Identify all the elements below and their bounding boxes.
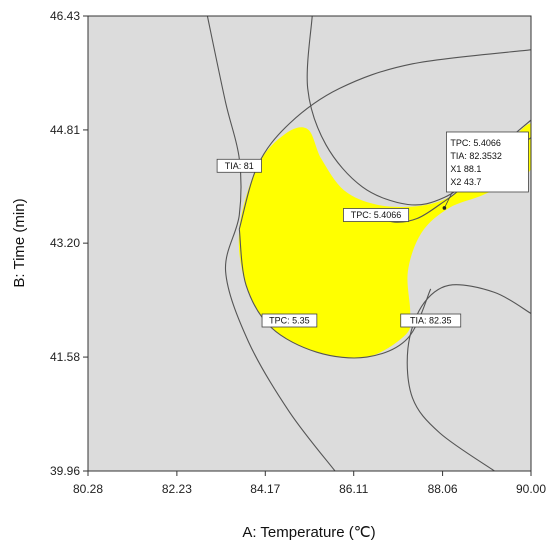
x-tick-label: 88.06 xyxy=(428,482,458,496)
svg-text:TIA: 81: TIA: 81 xyxy=(225,161,254,171)
svg-text:TPC: 5.4066: TPC: 5.4066 xyxy=(351,210,402,220)
contour-line-4 xyxy=(238,229,432,359)
x-axis-title: A: Temperature (℃) xyxy=(242,524,375,541)
x-tick-label: 86.11 xyxy=(339,482,368,496)
x-tick-label: 80.28 xyxy=(73,482,103,496)
prediction-flag: TPC: 5.4066 TIA: 82.3532 X1 88.1 X2 43.7 xyxy=(442,131,529,210)
svg-text:TPC: 5.4066: TPC: 5.4066 xyxy=(450,138,501,148)
y-tick-label: 39.96 xyxy=(50,464,80,478)
y-tick-label: 46.43 xyxy=(50,9,80,23)
plot-layer xyxy=(206,16,531,471)
y-axis-title: B: Time (min) xyxy=(11,198,28,287)
x-tick-label: 82.23 xyxy=(162,482,192,496)
x-tick-label: 84.17 xyxy=(250,482,280,496)
svg-text:TIA: 82.35: TIA: 82.35 xyxy=(410,316,452,326)
x-tick-label: 90.00 xyxy=(516,482,546,496)
contour-label-flag: TIA: 82.35 xyxy=(400,313,462,328)
contour-label-flag: TPC: 5.4066 xyxy=(343,208,410,222)
svg-text:X2 43.7: X2 43.7 xyxy=(450,177,481,187)
axes-layer: 80.28 82.23 84.17 86.11 88.06 90.00 39.96 41.58… xyxy=(50,9,546,496)
feasible-region xyxy=(238,123,531,359)
svg-text:TIA: 82.3532: TIA: 82.3532 xyxy=(450,151,502,161)
contour-line-0 xyxy=(206,16,336,471)
y-tick-label: 43.20 xyxy=(50,236,80,250)
svg-text:X1 88.1: X1 88.1 xyxy=(450,164,481,174)
contour-label-flag: TPC: 5.35 xyxy=(261,313,318,328)
contour-line-1 xyxy=(406,284,531,471)
y-tick-label: 44.81 xyxy=(50,123,80,137)
svg-text:TPC: 5.35: TPC: 5.35 xyxy=(269,316,310,326)
contour-label-flag: TIA: 81 xyxy=(216,158,262,173)
y-tick-label: 41.58 xyxy=(50,350,80,364)
